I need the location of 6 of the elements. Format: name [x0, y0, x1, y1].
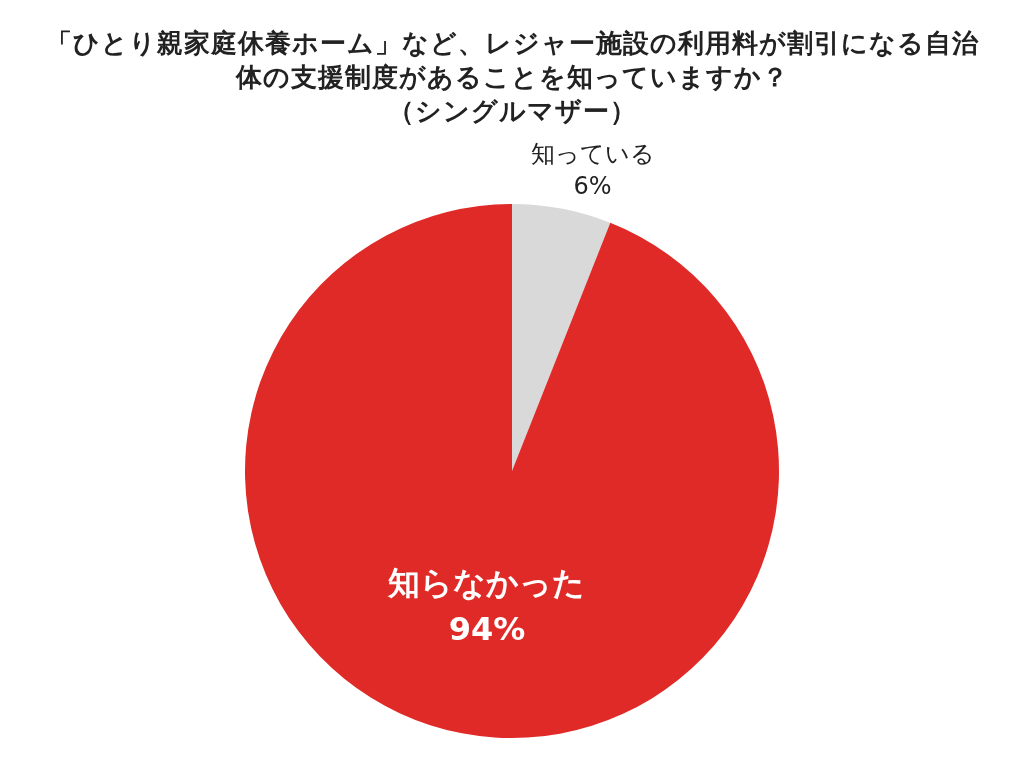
slice-label: 知っている [530, 140, 655, 168]
chart-subtitle: （シングルマザー） [386, 95, 638, 128]
data-label: 6% [573, 172, 612, 200]
data-label: 94% [448, 610, 526, 649]
chart-title: 「ひとり親家庭休養ホーム」など、レジャー施設の利用料が割引になる自治体の支援制度があることを知っていますか？ [45, 28, 979, 92]
slice-label: 知らなかった [387, 564, 586, 603]
